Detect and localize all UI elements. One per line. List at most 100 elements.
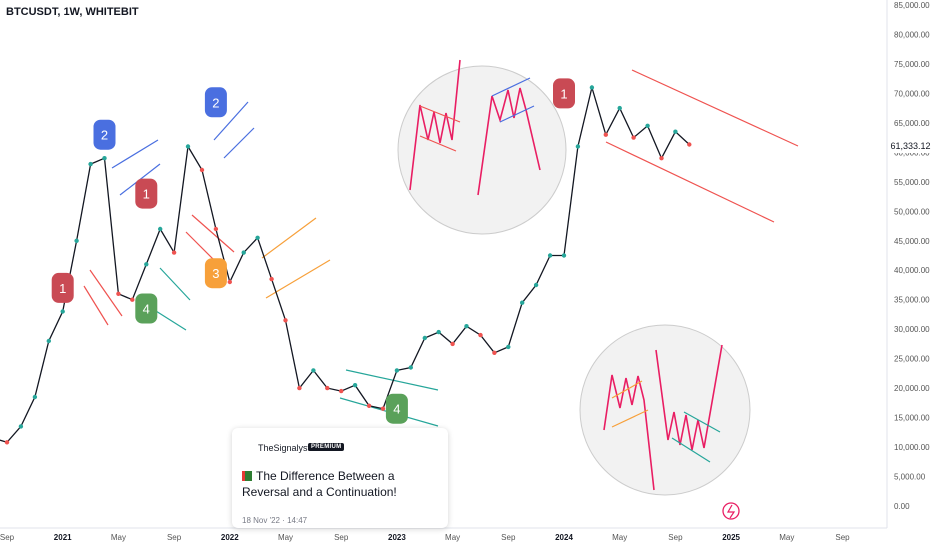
price-point: [352, 383, 358, 388]
price-point: [436, 329, 441, 335]
pattern-badge: [51, 272, 74, 303]
price-point: [589, 85, 595, 90]
x-tick-label: Sep: [334, 533, 349, 542]
pattern-badge-label: 2: [101, 128, 108, 143]
y-tick-label: 45,000.00: [894, 237, 930, 246]
x-tick-label: Sep: [501, 533, 516, 542]
x-tick-label: 2025: [722, 533, 740, 542]
x-tick-label: Sep: [668, 533, 683, 542]
y-tick-label: 85,000.00: [894, 1, 930, 10]
schematic-zigzag: [409, 59, 461, 191]
y-tick-label: 55,000.00: [894, 178, 930, 187]
schematic-channel: [683, 411, 721, 433]
price-point: [144, 262, 149, 267]
price-point: [269, 276, 274, 282]
x-tick-label: 2024: [555, 533, 573, 542]
price-point: [561, 253, 567, 258]
price-point: [255, 235, 260, 240]
card-date: 18 Nov '22 · 14:47: [242, 516, 308, 525]
x-tick-label: May: [612, 533, 627, 542]
price-point: [450, 341, 455, 347]
price-point: [60, 309, 65, 314]
y-tick-label: 75,000.00: [894, 60, 930, 69]
x-tick-label: 2021: [54, 533, 72, 542]
x-tick-label: 2022: [221, 533, 239, 542]
y-tick-label: 30,000.00: [894, 325, 930, 334]
price-point: [32, 394, 38, 400]
y-tick-label: 15,000.00: [894, 414, 930, 423]
x-tick-label: Sep: [167, 533, 182, 542]
price-point: [520, 300, 525, 305]
price-point: [297, 385, 302, 391]
channel-line: [191, 214, 235, 253]
schematic-channel: [491, 77, 531, 97]
price-point: [645, 123, 650, 128]
price-point: [339, 388, 344, 394]
idea-card[interactable]: TheSignalyst PREMIUM The Difference Betw…: [232, 428, 448, 528]
premium-badge: PREMIUM: [308, 443, 345, 451]
price-point: [130, 297, 135, 302]
price-point: [74, 238, 79, 243]
x-tick-label: May: [779, 533, 794, 542]
pattern-badge-label: 1: [59, 281, 66, 296]
channel-line: [83, 285, 109, 326]
channel-line: [261, 217, 317, 259]
price-point: [366, 403, 372, 408]
card-author[interactable]: TheSignalyst: [258, 443, 311, 453]
price-point: [464, 324, 469, 329]
price-point: [506, 344, 511, 350]
price-point: [4, 440, 10, 445]
card-title[interactable]: The Difference Between a Reversal and a …: [242, 468, 442, 500]
channel-line: [213, 101, 249, 141]
symbol-title: BTCUSDT, 1W, WHITEBIT: [6, 6, 139, 18]
channel-line: [345, 369, 439, 391]
y-tick-label: 25,000.00: [894, 355, 930, 364]
pattern-badge-label: 2: [212, 95, 219, 110]
y-tick-label: 20,000.00: [894, 384, 930, 393]
price-point: [380, 406, 386, 411]
x-tick-label: May: [111, 533, 126, 542]
channel-line: [631, 69, 799, 147]
y-tick-label: 10,000.00: [894, 443, 930, 452]
price-point: [673, 129, 678, 134]
pattern-badge: [93, 119, 116, 150]
price-point: [617, 105, 622, 111]
schematic-channel: [671, 437, 711, 463]
pattern-badge-label: 4: [143, 302, 150, 317]
price-point: [311, 368, 316, 373]
price-point: [659, 156, 664, 161]
schematic-zigzag: [603, 374, 655, 491]
flash-icon: [722, 502, 740, 520]
price-point: [88, 161, 93, 167]
x-tick-label: May: [445, 533, 460, 542]
price-point: [199, 167, 205, 173]
price-point: [18, 424, 24, 429]
schematic-channel: [419, 105, 461, 123]
price-point: [631, 135, 636, 140]
channel-line: [265, 259, 331, 299]
price-point: [171, 250, 177, 255]
x-tick-label: Sep: [0, 533, 15, 542]
channel-line: [605, 141, 775, 223]
price-point: [408, 365, 413, 370]
pattern-badge-label: 1: [560, 86, 567, 101]
price-point: [603, 132, 608, 137]
y-tick-label: 65,000.00: [894, 119, 930, 128]
price-point: [46, 338, 51, 344]
price-point: [283, 318, 288, 323]
pattern-badge: [135, 178, 158, 209]
price-point: [325, 385, 330, 391]
price-point: [478, 332, 483, 338]
schematic-channel: [499, 105, 535, 123]
price-point: [547, 253, 553, 258]
y-tick-label: 50,000.00: [894, 207, 930, 216]
y-tick-label: 40,000.00: [894, 266, 930, 275]
price-point: [533, 282, 539, 288]
schematic-zigzag: [477, 87, 541, 196]
channel-line: [111, 139, 159, 169]
price-point: [185, 144, 191, 149]
price-point: [213, 226, 219, 232]
last-price-tag: 61,333.12: [889, 139, 932, 153]
